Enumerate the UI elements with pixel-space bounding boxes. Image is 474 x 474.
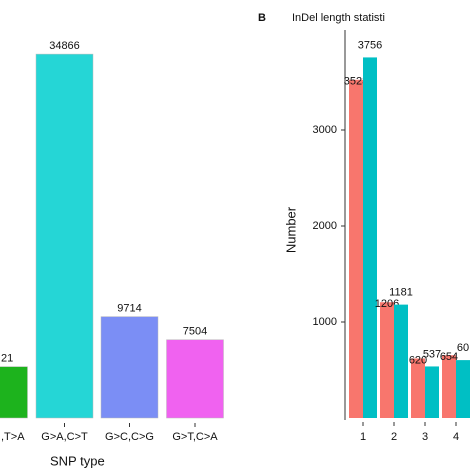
y-tick-label: 2000 <box>313 220 337 232</box>
value-label: 620 <box>409 354 427 366</box>
value-label: 537 <box>423 348 441 360</box>
value-label: 1206 <box>375 298 399 310</box>
y-tick-label: 1000 <box>313 316 337 328</box>
y-tick-label: 3000 <box>313 124 337 136</box>
x-tick-label: 3 <box>422 431 428 443</box>
bar <box>411 358 425 418</box>
bar <box>442 355 456 418</box>
value-label: 1181 <box>389 287 413 299</box>
x-tick-label: ,T>A <box>1 431 25 443</box>
bar <box>35 53 94 419</box>
y-axis-label: Number <box>283 206 298 253</box>
x-tick-label: 2 <box>391 431 397 443</box>
bar <box>166 339 224 419</box>
bar <box>456 360 470 418</box>
value-label: 654 <box>440 351 458 363</box>
bar <box>0 366 28 419</box>
x-tick-label: 4 <box>453 431 459 443</box>
bar <box>349 79 363 419</box>
value-label: 3523 <box>344 76 368 88</box>
x-tick-label: G>A,C>T <box>41 431 88 443</box>
x-tick-label: 1 <box>360 431 366 443</box>
bar <box>394 304 408 418</box>
value-label: 3756 <box>358 39 382 51</box>
value-label: 34866 <box>49 40 80 52</box>
value-label: 9714 <box>117 303 141 315</box>
value-label: 60 <box>457 342 469 354</box>
x-axis-label: SNP type <box>50 453 105 468</box>
value-label: 7504 <box>183 326 207 338</box>
bar <box>425 366 439 418</box>
x-tick-label: G>C,C>G <box>105 431 154 443</box>
bar <box>363 57 377 418</box>
value-label: 21 <box>1 353 13 365</box>
x-tick-label: G>T,C>A <box>172 431 218 443</box>
panel-label: B <box>258 12 266 24</box>
bar <box>380 302 394 418</box>
bar <box>100 316 159 419</box>
chart-title: InDel length statisti <box>292 12 385 24</box>
